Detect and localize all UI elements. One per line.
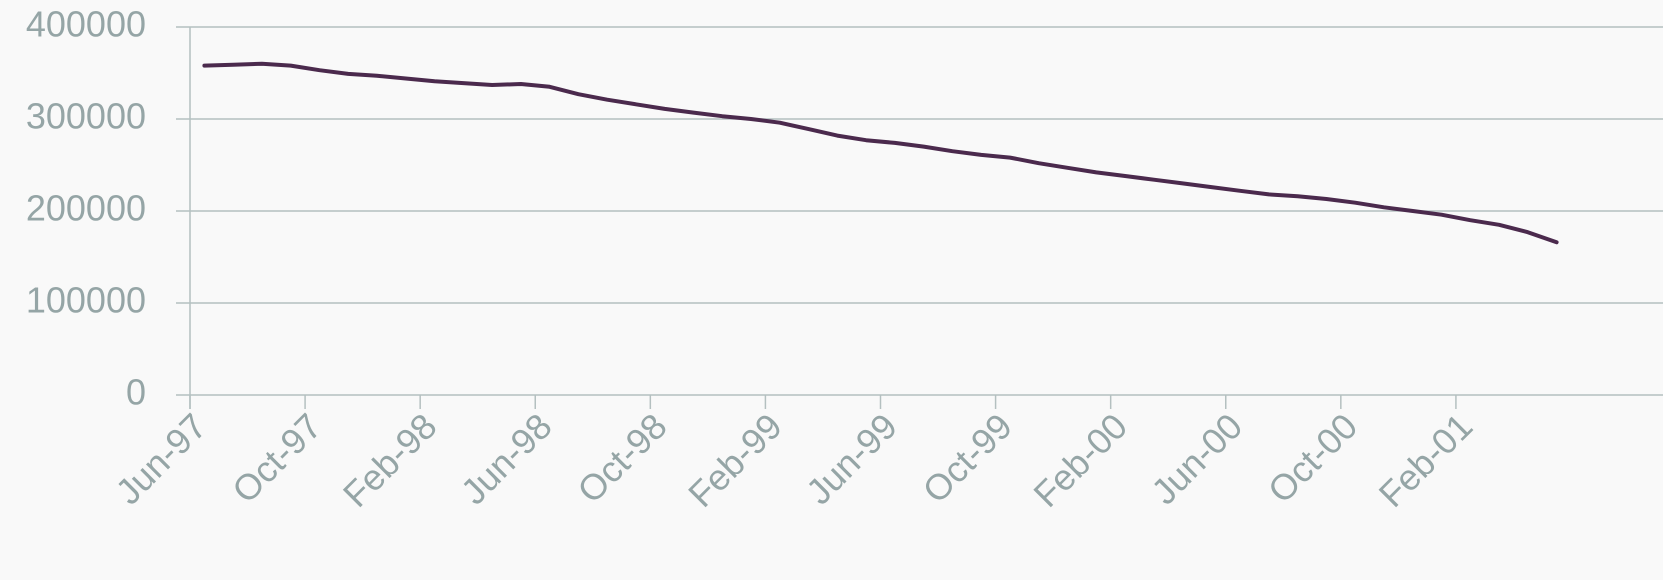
y-tick-label: 0 [126,372,146,413]
x-tick-label: Feb-99 [680,405,790,515]
x-tick-label: Oct-97 [224,405,329,510]
x-tick-label: Oct-00 [1260,405,1365,510]
x-tick-label: Jun-00 [1143,405,1250,512]
y-tick-label: 200000 [26,188,146,229]
x-tick-label: Jun-98 [453,405,560,512]
x-tick-label: Jun-99 [798,405,905,512]
x-tick-label: Oct-98 [569,405,674,510]
x-tick-label: Feb-01 [1371,405,1481,515]
x-tick-label: Feb-00 [1025,405,1135,515]
y-tick-label: 300000 [26,96,146,137]
x-tick-label: Feb-98 [335,405,445,515]
x-tick-label: Oct-99 [915,405,1020,510]
y-tick-label: 100000 [26,280,146,321]
data-line [202,61,1559,245]
y-tick-label: 400000 [26,4,146,45]
x-tick-label: Jun-97 [108,405,215,512]
